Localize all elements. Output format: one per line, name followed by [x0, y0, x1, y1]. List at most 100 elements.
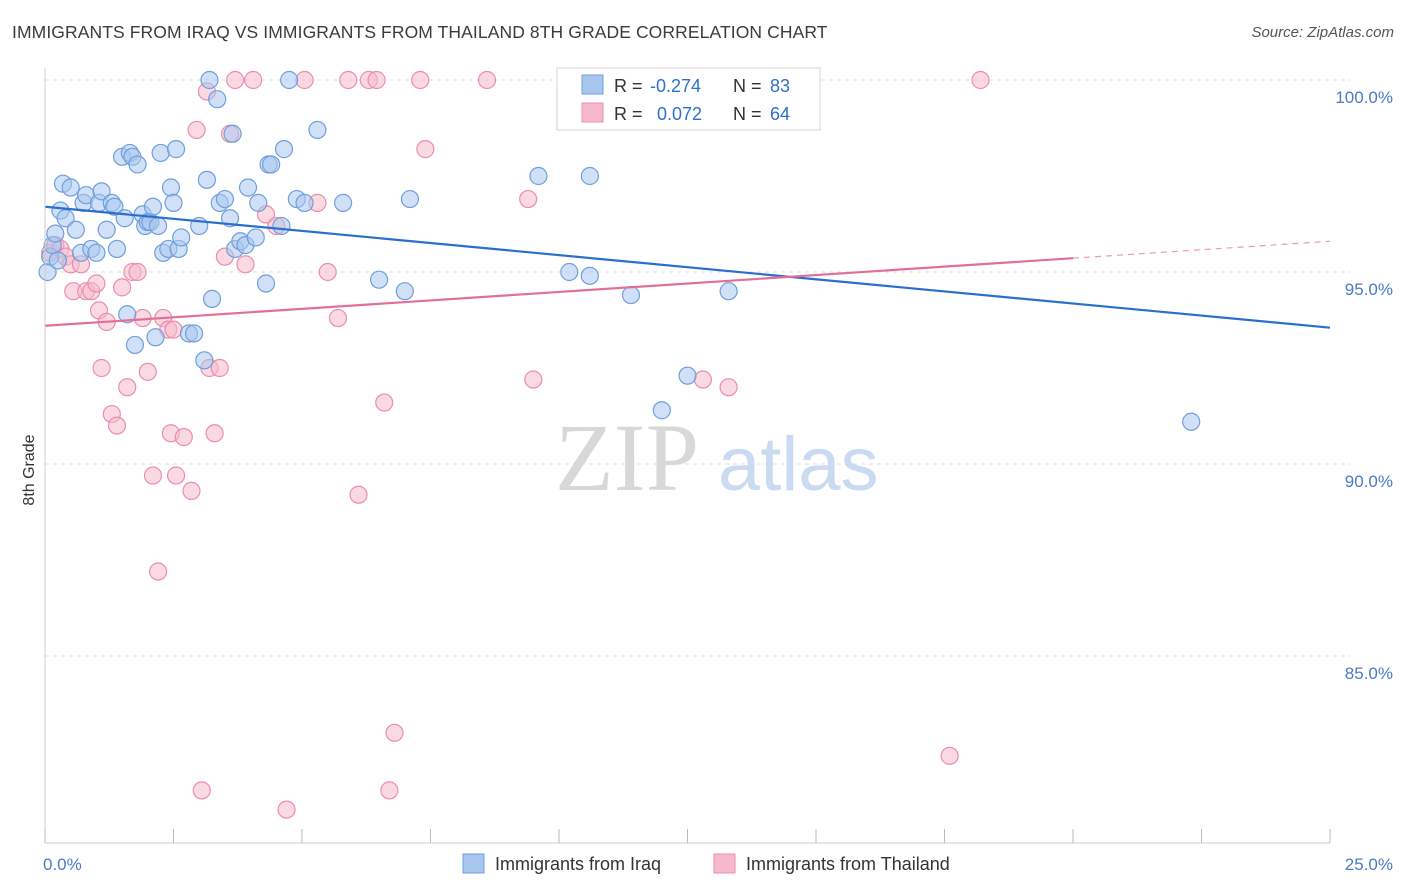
- thailand-point: [416, 140, 435, 159]
- thailand-point: [719, 378, 738, 397]
- iraq-trend-line: [44, 205, 1331, 329]
- iraq-point: [560, 262, 579, 282]
- iraq-point: [678, 366, 697, 385]
- thailand-trend-line-extension: [1072, 240, 1331, 259]
- iraq-point: [184, 324, 204, 343]
- y-tick-label: 90.0%: [1345, 472, 1393, 491]
- iraq-point: [256, 274, 276, 293]
- iraq-point: [295, 193, 314, 212]
- thailand-point: [174, 428, 193, 447]
- iraq-point: [274, 140, 294, 159]
- y-tick-label: 85.0%: [1345, 664, 1393, 683]
- iraq-point: [262, 155, 281, 174]
- iraq-point: [580, 266, 599, 285]
- y-tick-label: 100.0%: [1335, 88, 1393, 107]
- thailand-point: [328, 308, 348, 328]
- x-tick-label-min: 0.0%: [43, 855, 82, 874]
- iraq-point: [143, 197, 163, 216]
- thailand-point: [192, 781, 211, 800]
- iraq-point: [105, 197, 124, 216]
- iraq-point: [249, 193, 268, 212]
- thailand-point: [112, 278, 132, 297]
- thailand-point: [971, 70, 990, 90]
- bottom-legend-swatch-thailand: [713, 853, 736, 874]
- iraq-point: [97, 220, 116, 239]
- watermark: ZIP atlas: [555, 404, 879, 511]
- watermark-atlas: atlas: [718, 422, 879, 507]
- thailand-point: [107, 416, 127, 435]
- thailand-point: [205, 424, 224, 443]
- thailand-point: [940, 746, 959, 765]
- legend-swatch-iraq: [581, 74, 604, 95]
- thailand-point: [87, 274, 106, 293]
- iraq-point: [125, 335, 145, 355]
- thailand-point: [148, 562, 168, 581]
- thailand-point: [128, 262, 147, 282]
- stats-legend: R = -0.274 N = 83 R = 0.072 N = 64: [556, 67, 821, 131]
- thailand-point: [166, 466, 186, 485]
- iraq-point: [246, 228, 265, 247]
- thailand-point: [385, 723, 404, 742]
- iraq-point: [92, 182, 111, 201]
- thailand-point: [118, 378, 137, 397]
- thailand-point: [210, 358, 229, 378]
- iraq-point: [172, 228, 191, 247]
- thailand-point: [182, 481, 201, 500]
- legend-r-label-iraq: R =: [614, 76, 643, 96]
- thailand-point: [318, 262, 337, 282]
- legend-n-label-iraq: N =: [733, 76, 762, 96]
- thailand-point: [524, 370, 543, 389]
- iraq-point: [580, 166, 599, 186]
- iraq-point: [195, 351, 214, 370]
- legend-n-thailand: 64: [770, 104, 790, 124]
- bottom-legend-iraq: Immigrants from Iraq: [495, 854, 661, 874]
- thailand-point: [244, 70, 263, 90]
- iraq-point: [48, 251, 67, 270]
- thailand-point: [693, 370, 713, 389]
- thailand-point: [143, 466, 163, 485]
- iraq-point: [197, 170, 217, 189]
- legend-n-label-thailand: N =: [733, 104, 762, 124]
- iraq-point: [652, 401, 671, 420]
- trend-lines: [44, 205, 1331, 329]
- iraq-point: [215, 189, 234, 209]
- bottom-legend-swatch-iraq: [462, 853, 485, 874]
- thailand-point: [92, 358, 111, 378]
- iraq-point: [400, 189, 420, 209]
- y-axis-label: 8th Grade: [21, 434, 38, 505]
- iraq-point: [146, 328, 165, 347]
- thailand-point: [164, 320, 183, 339]
- iraq-point: [200, 70, 219, 90]
- thailand-point: [411, 70, 430, 90]
- iraq-point: [107, 239, 127, 259]
- legend-n-iraq: 83: [770, 76, 790, 96]
- thailand-point: [138, 362, 157, 381]
- iraq-point: [87, 243, 106, 262]
- watermark-zip: ZIP: [555, 404, 699, 511]
- chart-title: IMMIGRANTS FROM IRAQ VS IMMIGRANTS FROM …: [12, 22, 828, 42]
- bottom-legend-thailand: Immigrants from Thailand: [746, 854, 950, 874]
- legend-r-thailand: 0.072: [657, 104, 702, 124]
- legend-r-iraq: -0.274: [650, 76, 701, 96]
- y-tick-label: 95.0%: [1345, 280, 1393, 299]
- iraq-point: [719, 282, 738, 301]
- legend-r-label-thailand: R =: [614, 104, 643, 124]
- iraq-point: [166, 140, 186, 159]
- legend-swatch-thailand: [581, 102, 604, 123]
- axes: 100.0% 95.0% 90.0% 85.0% 0.0% 25.0%: [43, 68, 1393, 874]
- thailand-points: [41, 70, 990, 819]
- iraq-point: [164, 193, 183, 212]
- iraq-point: [272, 216, 291, 236]
- thailand-trend-line: [44, 257, 1074, 327]
- iraq-point: [118, 305, 137, 324]
- thailand-point: [380, 781, 399, 800]
- thailand-point: [375, 393, 394, 412]
- iraq-point: [308, 120, 327, 140]
- iraq-point: [370, 270, 389, 289]
- iraq-point: [66, 220, 85, 239]
- iraq-point: [46, 224, 65, 243]
- iraq-point: [148, 216, 168, 236]
- iraq-point: [334, 193, 353, 212]
- iraq-point: [61, 178, 80, 197]
- thailand-point: [519, 189, 538, 209]
